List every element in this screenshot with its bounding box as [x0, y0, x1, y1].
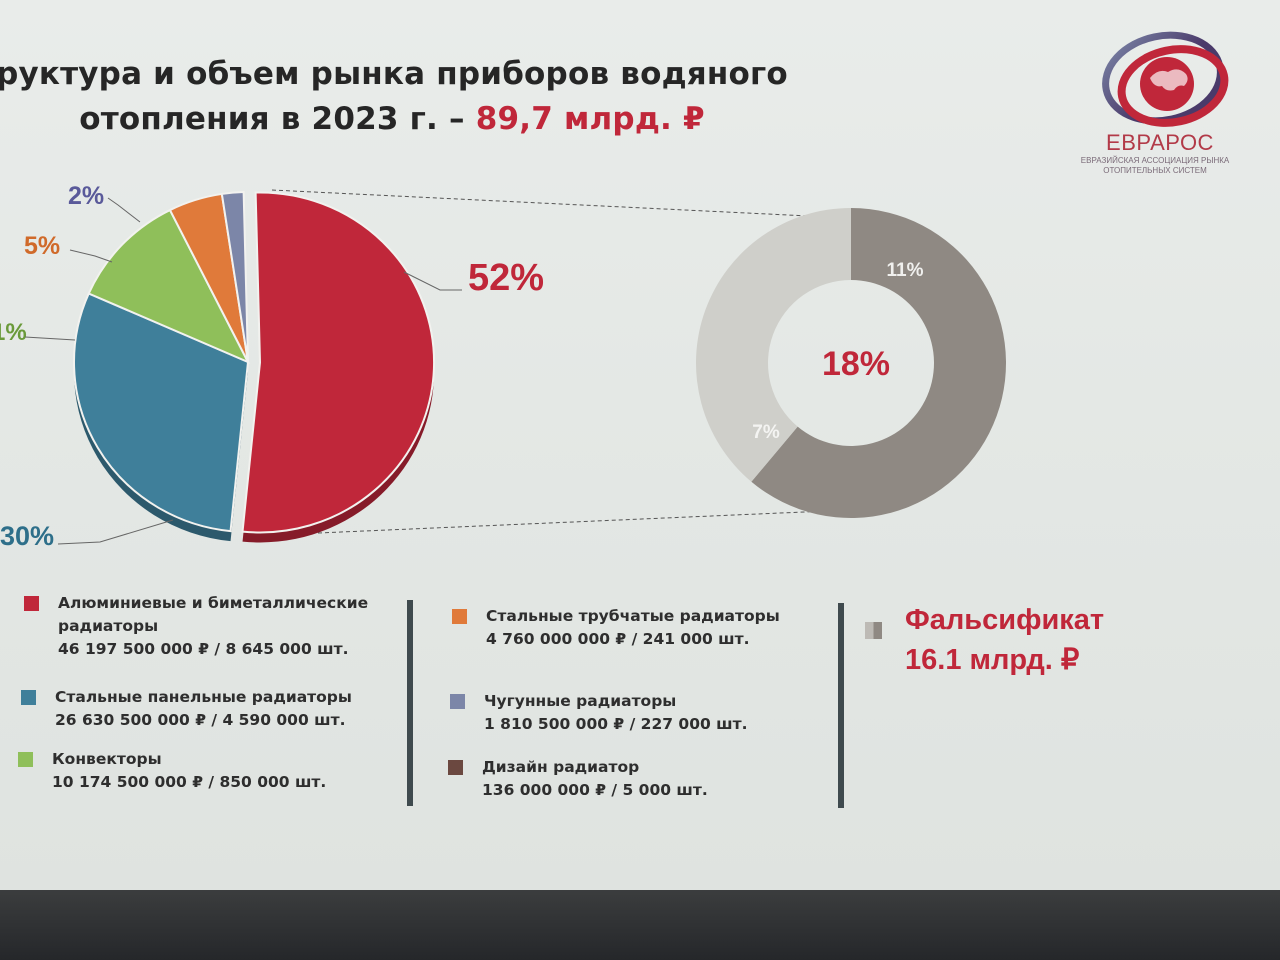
- pie-slice-aluminium: [241, 191, 436, 534]
- leader-line-11: [24, 336, 76, 341]
- legend-item-cast-iron: Чугунные радиаторы 1 810 500 000 ₽ / 227…: [450, 690, 804, 736]
- title-line-2: отопления в 2023 г. – 89,7 млрд. ₽: [0, 97, 802, 142]
- pie-label-convectors: 1%: [0, 319, 27, 346]
- title-total-value: 89,7 млрд. ₽: [475, 101, 705, 137]
- leader-line-5: [69, 249, 113, 263]
- logo-tagline-line-1: ЕВРАЗИЙСКАЯ АССОЦИАЦИЯ РЫНКА: [1080, 156, 1230, 165]
- pie-slice-steel-panel: [73, 292, 250, 533]
- pie-label-steel-panel: 30%: [0, 521, 54, 551]
- title-line-1: руктура и объем рынка приборов водяного: [0, 56, 788, 92]
- counterfeit-title: Фальсификат: [905, 604, 1105, 636]
- donut-label-light: 7%: [752, 422, 780, 443]
- donut-labels: 18% 11% 7%: [752, 260, 923, 443]
- legend-value: 4 760 000 000 ₽ / 241 000 шт.: [486, 630, 750, 648]
- screen-bottom-edge: [0, 890, 1280, 960]
- legend-value: 1 810 500 000 ₽ / 227 000 шт.: [484, 715, 748, 733]
- main-pie-chart: [73, 191, 436, 543]
- legend-divider-1: [407, 600, 413, 806]
- legend-divider-2: [838, 603, 844, 808]
- legend-name: Дизайн радиатор: [482, 758, 640, 776]
- legend-value: 136 000 000 ₽ / 5 000 шт.: [482, 781, 708, 799]
- pie-top: [73, 191, 436, 534]
- legend-swatch-red: [24, 596, 39, 611]
- counterfeit-value: 16.1 млрд. ₽: [905, 644, 1080, 676]
- legend-item-convectors: Конвекторы 10 174 500 000 ₽ / 850 000 шт…: [18, 748, 382, 794]
- main-pie-labels: 52% 30% 1% 5% 2%: [0, 182, 544, 551]
- pie-slice-cast-iron: [220, 191, 249, 363]
- legend-name-cont: радиаторы: [58, 617, 159, 635]
- legend-item-design: Дизайн радиатор 136 000 000 ₽ / 5 000 шт…: [448, 756, 802, 802]
- zoom-connector-bottom: [317, 509, 851, 534]
- legend-swatch-blue: [21, 690, 36, 705]
- pie-slice-convectors: [87, 208, 251, 365]
- donut-center-label: 18%: [822, 345, 890, 383]
- counterfeit-block: Фальсификат 16.1 млрд. ₽: [905, 600, 1104, 680]
- legend-value: 10 174 500 000 ₽ / 850 000 шт.: [52, 773, 327, 791]
- leader-line-52: [403, 271, 462, 291]
- title-line-2-text: отопления в 2023 г. –: [79, 101, 476, 137]
- legend-swatch-brown: [448, 760, 463, 775]
- counterfeit-donut-chart: [696, 208, 1006, 519]
- legend-item-aluminium: Алюминиевые и биметаллические радиаторы …: [24, 592, 388, 661]
- legend-swatch-slate: [450, 694, 465, 709]
- legend-swatch-orange: [452, 609, 467, 624]
- zoom-connector-top: [271, 189, 851, 219]
- legend-item-steel-tubular: Стальные трубчатые радиаторы 4 760 000 0…: [452, 605, 806, 651]
- donut-label-dark: 11%: [887, 260, 924, 281]
- charts-area: 52% 30% 1% 5% 2% 18% 11% 7%: [0, 182, 1006, 551]
- slide: руктура и объем рынка приборов водяного …: [0, 0, 1280, 890]
- legend-name: Стальные панельные радиаторы: [55, 688, 352, 706]
- slide-title: руктура и объем рынка приборов водяного …: [0, 52, 802, 142]
- legend-name: Конвекторы: [52, 750, 162, 768]
- legend-value: 46 197 500 000 ₽ / 8 645 000 шт.: [58, 640, 349, 658]
- legend-name: Чугунные радиаторы: [484, 692, 677, 710]
- zoom-connectors: [271, 189, 851, 534]
- pie-label-steel-tubular: 5%: [24, 232, 60, 260]
- legend-name: Стальные трубчатые радиаторы: [486, 607, 780, 625]
- legend-swatch-counterfeit: [865, 622, 882, 639]
- leader-line-2: [107, 197, 141, 223]
- donut-slice-dark: [751, 208, 1006, 519]
- legend-value: 26 630 500 000 ₽ / 4 590 000 шт.: [55, 711, 346, 729]
- evraros-logo-icon: [1102, 31, 1229, 127]
- legend-name: Алюминиевые и биметаллические: [58, 594, 369, 612]
- logo-name: ЕВРАРОС: [1106, 130, 1214, 155]
- legend-item-steel-panel: Стальные панельные радиаторы 26 630 500 …: [21, 686, 385, 732]
- pie-label-aluminium: 52%: [468, 257, 544, 299]
- logo-tagline: ЕВРАЗИЙСКАЯ АССОЦИАЦИЯ РЫНКА ОТОПИТЕЛЬНЫ…: [1070, 156, 1240, 176]
- legend-swatch-green: [18, 752, 33, 767]
- leader-line-30: [57, 519, 174, 545]
- donut-slice-light: [696, 208, 851, 482]
- pie-leader-lines: [24, 197, 462, 545]
- logo-tagline-line-2: ОТОПИТЕЛЬНЫХ СИСТЕМ: [1103, 166, 1207, 175]
- pie-label-cast-iron: 2%: [68, 182, 104, 210]
